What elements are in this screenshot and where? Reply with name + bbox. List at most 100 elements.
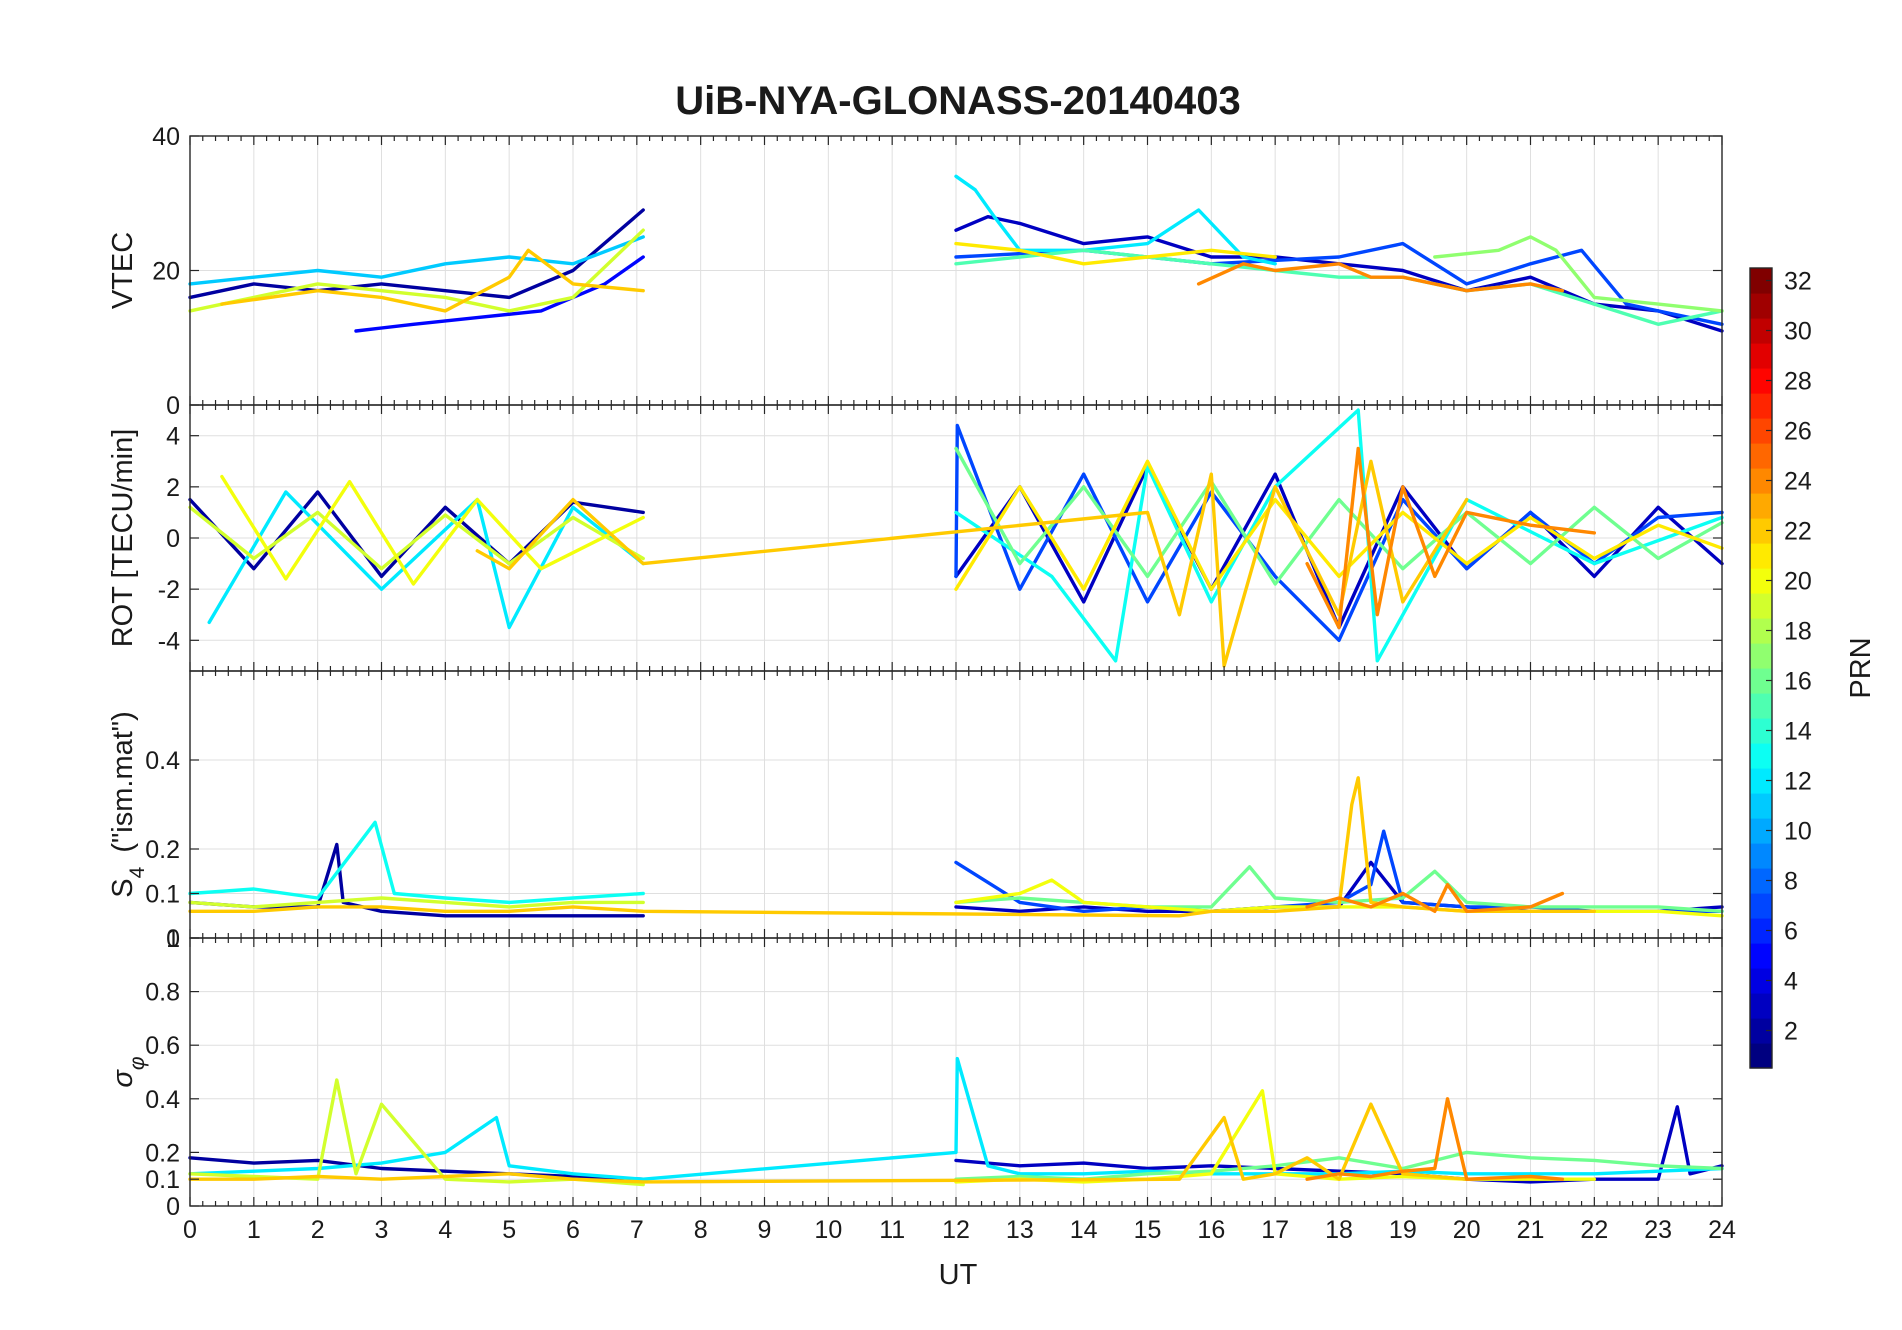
y-tick-label: 0.2 <box>145 1139 180 1167</box>
x-tick-label: 5 <box>502 1216 516 1244</box>
colorbar-segment <box>1750 493 1772 519</box>
y-tick-label: -4 <box>158 627 180 655</box>
traces <box>188 1056 1724 1187</box>
colorbar-frame <box>1749 267 1773 1069</box>
y-tick-label: -2 <box>158 576 180 604</box>
tick-marks <box>189 405 1723 671</box>
x-tick-label: 2 <box>311 1216 325 1244</box>
colorbar-segment <box>1750 993 1772 1019</box>
y-tick-label: 1 <box>166 925 180 953</box>
series-line-prn-19 <box>188 228 645 313</box>
x-tick-label: 23 <box>1644 1216 1672 1244</box>
series-line-prn-20 <box>220 474 645 586</box>
colorbar-segment <box>1750 643 1772 669</box>
colorbar-tick-label: 32 <box>1784 268 1812 296</box>
y-axis-label-part: 4 <box>126 866 149 878</box>
colorbar-tick-label: 30 <box>1784 318 1812 346</box>
series-line-prn-11 <box>188 235 645 286</box>
colorbar-segment <box>1750 818 1772 844</box>
x-tick-label: 8 <box>694 1216 708 1244</box>
colorbar-tick-label: 16 <box>1784 668 1812 696</box>
y-tick-label: 2 <box>166 474 180 502</box>
colorbar-segment <box>1750 968 1772 994</box>
x-tick-label: 19 <box>1389 1216 1417 1244</box>
y-tick-label: 0 <box>166 525 180 553</box>
colorbar-segment <box>1750 518 1772 544</box>
colorbar-tick-label: 22 <box>1784 518 1812 546</box>
y-tick-label: 0 <box>166 925 180 953</box>
x-tick-label: 15 <box>1134 1216 1162 1244</box>
series-line-prn-21 <box>954 459 1724 591</box>
series-line-prn-2 <box>188 1156 645 1181</box>
colorbar-segment <box>1750 443 1772 469</box>
series-line-prn-15 <box>954 248 1724 326</box>
series-line-prn-13 <box>188 820 645 905</box>
colorbar-segment <box>1750 468 1772 494</box>
x-tick-label: 3 <box>375 1216 389 1244</box>
series-line-prn-22 <box>188 776 1597 918</box>
colorbar-segment <box>1750 343 1772 369</box>
x-tick-label: 7 <box>630 1216 644 1244</box>
series-line-prn-22 <box>220 248 645 313</box>
tick-marks <box>189 937 1723 1207</box>
colorbar-tick-label: 6 <box>1784 918 1798 946</box>
x-tick-label: 21 <box>1517 1216 1545 1244</box>
y-tick-label: 4 <box>166 423 180 451</box>
series-line-prn-12 <box>188 1056 1724 1181</box>
colorbar-tick-label: 10 <box>1784 818 1812 846</box>
colorbar-tick-label: 4 <box>1784 968 1798 996</box>
x-tick-label: 20 <box>1453 1216 1481 1244</box>
colorbar-segment <box>1750 618 1772 644</box>
x-tick-label: 22 <box>1580 1216 1608 1244</box>
series-line-prn-5 <box>354 255 645 333</box>
series-line-prn-24 <box>1305 446 1597 630</box>
colorbar-segment <box>1750 543 1772 569</box>
colorbar-segment <box>1750 693 1772 719</box>
colorbar-tick-label: 12 <box>1784 768 1812 796</box>
x-tick-label: 1 <box>247 1216 261 1244</box>
colorbar-tick-label: 14 <box>1784 718 1812 746</box>
x-tick-label: 11 <box>879 1216 905 1244</box>
colorbar-segment <box>1750 893 1772 919</box>
series-line-prn-22 <box>475 459 1469 668</box>
y-axis-label: S4 ("ism.mat") <box>107 711 149 898</box>
y-tick-label: 0.4 <box>145 747 180 775</box>
colorbar-tick-label: 2 <box>1784 1018 1798 1046</box>
series-line-prn-7 <box>954 423 1724 642</box>
colorbar-segment <box>1750 918 1772 944</box>
y-axis-label-part: ("ism.mat") <box>107 711 139 860</box>
tick-marks <box>189 135 1723 406</box>
y-tick-label: 0.8 <box>145 979 180 1007</box>
colorbar-segment <box>1750 368 1772 394</box>
y-tick-label: 40 <box>152 123 180 151</box>
panel-s4: 0 0.1 0.2 0.4S4 ("ism.mat") <box>107 670 1724 953</box>
series-line-prn-17 <box>1433 235 1724 313</box>
y-axis-label: ROT [TECU/min] <box>107 429 139 648</box>
series-line-prn-24 <box>1196 262 1565 293</box>
colorbar-segment <box>1750 668 1772 694</box>
x-axis-label: UT <box>939 1259 978 1291</box>
y-tick-label: 0.2 <box>145 836 180 864</box>
colorbar-tick-label: 28 <box>1784 368 1812 396</box>
y-tick-label: 0.6 <box>145 1032 180 1060</box>
colorbar-segment <box>1750 568 1772 594</box>
panel-vtec: 0 20 40 VTEC <box>107 123 1724 420</box>
y-tick-label: 0.1 <box>145 1166 180 1194</box>
series-line-prn-19 <box>188 505 645 571</box>
y-tick-label: 20 <box>152 258 180 286</box>
traces <box>188 408 1724 668</box>
colorbar-segment <box>1750 718 1772 744</box>
colorbar-label: PRN <box>1845 637 1877 698</box>
colorbar-segment <box>1750 418 1772 444</box>
x-tick-label: 14 <box>1070 1216 1098 1244</box>
y-tick-label: 0.1 <box>145 881 180 909</box>
x-tick-label: 10 <box>814 1216 842 1244</box>
x-tick-label: 12 <box>942 1216 970 1244</box>
series-line-prn-24 <box>1305 1097 1565 1181</box>
colorbar-segment <box>1750 743 1772 769</box>
colorbar-segment <box>1750 943 1772 969</box>
x-tick-label: 4 <box>438 1216 452 1244</box>
